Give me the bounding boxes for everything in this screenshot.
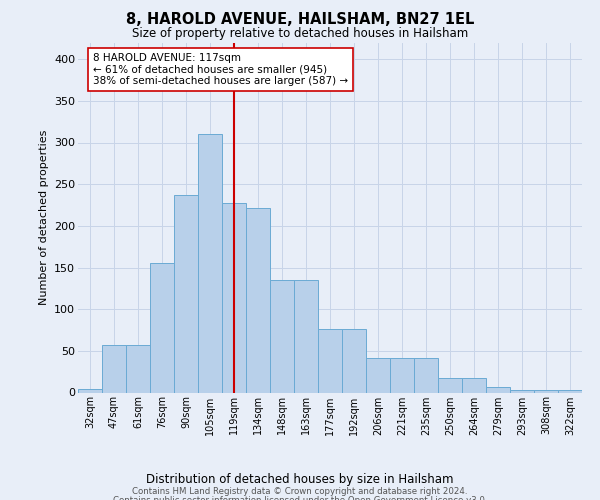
Bar [126,345,150,393]
Text: Size of property relative to detached houses in Hailsham: Size of property relative to detached ho… [132,28,468,40]
Bar [462,378,486,392]
Bar [438,378,462,392]
Bar [342,329,366,392]
Bar [558,390,582,392]
Bar [294,280,318,392]
Bar [486,386,510,392]
Bar [510,390,534,392]
Bar [318,329,342,392]
Bar [534,390,558,392]
Text: 8 HAROLD AVENUE: 117sqm
← 61% of detached houses are smaller (945)
38% of semi-d: 8 HAROLD AVENUE: 117sqm ← 61% of detache… [93,53,348,86]
Bar [390,358,414,392]
Bar [150,264,174,392]
Text: Distribution of detached houses by size in Hailsham: Distribution of detached houses by size … [146,472,454,486]
Bar [414,358,438,392]
Bar [78,389,102,392]
Bar [366,358,390,392]
Bar [222,202,246,392]
Text: Contains public sector information licensed under the Open Government Licence v3: Contains public sector information licen… [113,496,487,500]
Bar [102,345,126,393]
Bar [198,134,222,392]
Bar [246,208,270,392]
Text: 8, HAROLD AVENUE, HAILSHAM, BN27 1EL: 8, HAROLD AVENUE, HAILSHAM, BN27 1EL [126,12,474,28]
Y-axis label: Number of detached properties: Number of detached properties [38,130,49,305]
Bar [270,280,294,392]
Text: Contains HM Land Registry data © Crown copyright and database right 2024.: Contains HM Land Registry data © Crown c… [132,488,468,496]
Bar [174,195,198,392]
